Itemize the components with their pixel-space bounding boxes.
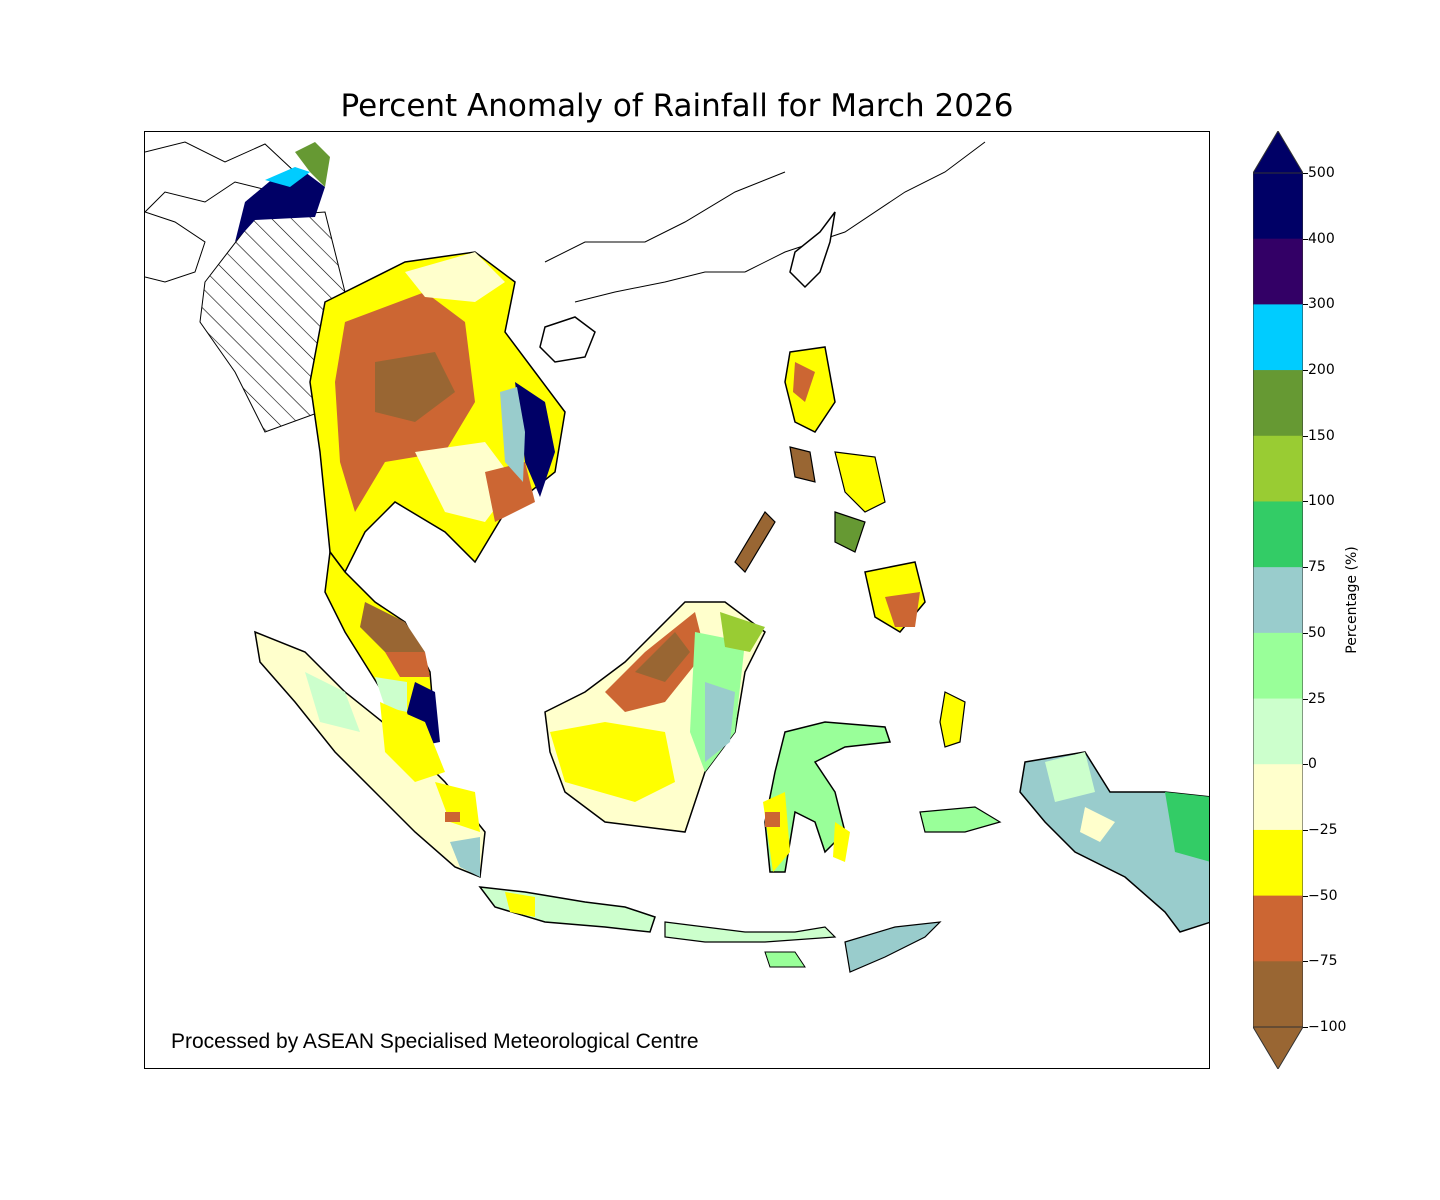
colorbar-bin — [1253, 435, 1303, 502]
colorbar-bin — [1253, 304, 1303, 371]
colorbar-tick-label: 0 — [1308, 756, 1317, 773]
colorbar-tick — [1303, 501, 1308, 503]
philippines — [734, 346, 926, 633]
myanmar-region — [199, 142, 346, 433]
colorbar-tick-label: 200 — [1308, 362, 1335, 379]
papua — [1019, 751, 1209, 933]
colorbar-bin — [1253, 238, 1303, 305]
colorbar-tick-label: 50 — [1308, 624, 1326, 641]
colorbar-outline — [1253, 172, 1303, 1028]
colorbar-bin — [1253, 370, 1303, 437]
colorbar-tick — [1303, 435, 1308, 437]
colorbar-min-extension — [1253, 1026, 1303, 1069]
colorbar-bin — [1253, 173, 1303, 240]
colorbar-bin — [1253, 501, 1303, 568]
colorbar-tick — [1303, 567, 1308, 569]
colorbar-tick-label: 300 — [1308, 296, 1335, 313]
colorbar-tick — [1303, 1027, 1308, 1028]
colorbar-tick-label: 100 — [1308, 493, 1335, 510]
java-nusa-tenggara — [478, 886, 942, 973]
colorbar-bin — [1253, 895, 1303, 962]
china-borders — [145, 141, 986, 303]
indochina-region — [309, 251, 566, 574]
colorbar-tick — [1303, 370, 1308, 372]
colorbar-tick — [1303, 238, 1308, 240]
colorbar-tick — [1303, 632, 1308, 634]
rainfall-anomaly-map — [145, 141, 1209, 973]
colorbar-tick — [1303, 961, 1308, 963]
maluku — [919, 691, 1002, 833]
colorbar-tick-label: 25 — [1308, 690, 1326, 707]
taiwan-outline — [789, 211, 836, 289]
hainan-outline — [539, 316, 596, 363]
colorbar-tick-label: 150 — [1308, 427, 1335, 444]
colorbar-max-extension — [1253, 131, 1303, 174]
colorbar-bin — [1253, 698, 1303, 765]
colorbar-tick — [1303, 173, 1308, 174]
colorbar-tick-label: −50 — [1308, 887, 1338, 904]
colorbar-tick — [1303, 764, 1308, 766]
colorbar-tick — [1303, 698, 1308, 700]
colorbar-tick-label: 500 — [1308, 165, 1335, 181]
colorbar-tick-label: 400 — [1308, 230, 1335, 247]
colorbar-bin — [1253, 567, 1303, 634]
colorbar — [1253, 131, 1303, 1069]
map-panel: Processed by ASEAN Specialised Meteorolo… — [144, 131, 1210, 1069]
colorbar-tick — [1303, 895, 1308, 897]
credit-label: Processed by ASEAN Specialised Meteorolo… — [171, 1030, 699, 1053]
colorbar-bin — [1253, 961, 1303, 1028]
colorbar-tick-label: −25 — [1308, 821, 1338, 838]
colorbar-bin — [1253, 632, 1303, 700]
borneo — [544, 601, 766, 833]
colorbar-tick-label: −100 — [1308, 1019, 1347, 1035]
sulawesi — [763, 721, 892, 873]
colorbar-bin — [1253, 764, 1303, 831]
colorbar-tick-label: −75 — [1308, 953, 1338, 970]
sumatra — [254, 630, 486, 879]
colorbar-bin — [1253, 829, 1303, 897]
colorbar-tick — [1303, 304, 1308, 306]
colorbar-tick-label: 75 — [1308, 559, 1326, 576]
chart-title: Percent Anomaly of Rainfall for March 20… — [340, 88, 1014, 124]
colorbar-tick — [1303, 829, 1308, 831]
colorbar-label: Percentage (%) — [1344, 546, 1360, 654]
